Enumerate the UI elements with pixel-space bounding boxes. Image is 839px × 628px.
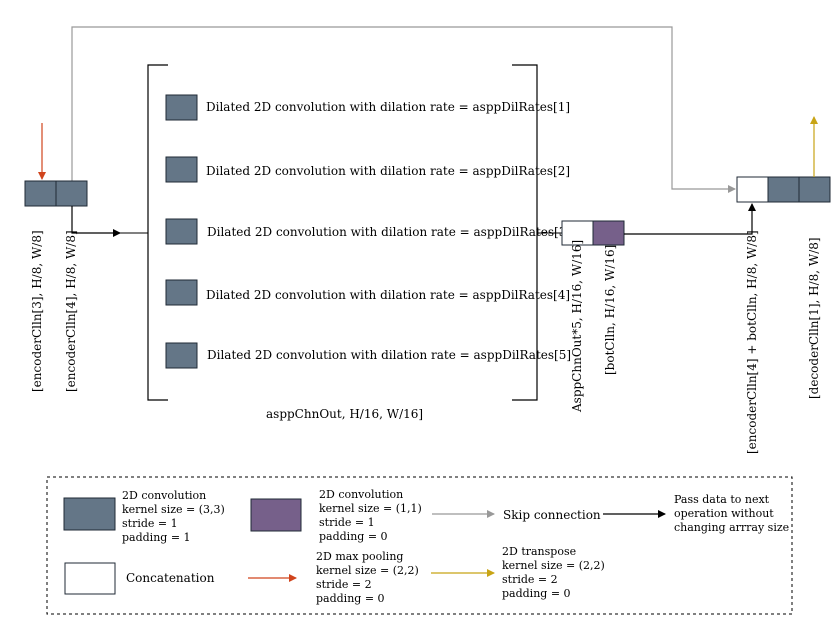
bottleneck-conv1-block	[592, 220, 625, 246]
legend-conv1-swatch	[250, 498, 302, 532]
aspp-conv-block-2	[165, 156, 198, 183]
decoder-concat-block	[736, 176, 769, 203]
aspp-row-label-2: Dilated 2D convolution with dilation rat…	[206, 164, 570, 178]
aspp-output-label: asppChnOut, H/16, W/16]	[266, 407, 423, 421]
legend-concat-swatch	[64, 562, 116, 595]
aspp-row-label-4: Dilated 2D convolution with dilation rat…	[206, 288, 570, 302]
legend-box	[46, 476, 793, 615]
input-label-encoder3: [encoderClln[3], H/8, W/8]	[30, 230, 44, 392]
mid-label-botclln: [botClln, H/16, W/16]	[603, 245, 617, 375]
aspp-bracket-left	[147, 64, 168, 401]
legend-conv3-text: 2D convolution kernel size = (3,3) strid…	[122, 489, 228, 544]
input-to-aspp-arrow	[71, 206, 121, 237]
legend-conv1-text: 2D convolution kernel size = (1,1) strid…	[319, 488, 425, 543]
aspp-conv-block-3	[165, 218, 198, 245]
legend-conv3-swatch	[63, 497, 116, 531]
legend-skip-label: Skip connection	[503, 508, 601, 522]
aspp-conv-block-4	[165, 279, 198, 306]
right-label-decoder: [decoderClln[1], H/8, W/8]	[807, 237, 821, 399]
right-label-concat: [encoderClln[4] + botClln, H/8, W/8]	[745, 230, 759, 454]
aspp-row-label-3: Dilated 2D convolution with dilation rat…	[207, 225, 571, 239]
legend-pass-label: Pass data to next operation without chan…	[674, 493, 789, 534]
input-conv-block-2	[55, 180, 88, 207]
aspp-row-label-5: Dilated 2D convolution with dilation rat…	[207, 348, 571, 362]
aspp-row-label-1: Dilated 2D convolution with dilation rat…	[206, 100, 570, 114]
legend-maxpool-text: 2D max pooling kernel size = (2,2) strid…	[316, 550, 422, 605]
mid-label-aspp-concat: AsppChnOut*5, H/16, W/16]	[570, 240, 584, 413]
input-conv-block-1	[24, 180, 57, 207]
decoder-conv-block-2	[798, 176, 831, 203]
legend-concat-label: Concatenation	[126, 571, 215, 585]
input-label-encoder4: [encoderClln[4], H/8, W/8]	[64, 230, 78, 392]
aspp-conv-block-1	[165, 94, 198, 121]
bottleneck-to-concat-arrow	[624, 203, 756, 235]
decoder-conv-block-1	[767, 176, 800, 203]
aspp-conv-block-5	[165, 342, 198, 369]
legend-transpose-text: 2D transpose kernel size = (2,2) stride …	[502, 545, 608, 600]
skip-connection-arrow	[71, 26, 736, 193]
